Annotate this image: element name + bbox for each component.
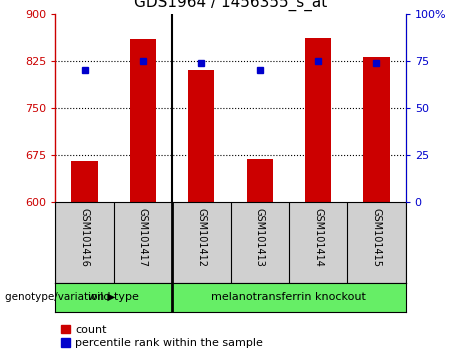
Text: GSM101415: GSM101415 bbox=[372, 208, 382, 267]
Bar bbox=[130, 39, 156, 202]
Legend: count, percentile rank within the sample: count, percentile rank within the sample bbox=[61, 325, 263, 348]
Text: genotype/variation ▶: genotype/variation ▶ bbox=[5, 292, 115, 302]
Bar bbox=[71, 161, 98, 202]
Bar bbox=[247, 159, 273, 202]
Text: GSM101413: GSM101413 bbox=[254, 208, 265, 267]
Text: GSM101416: GSM101416 bbox=[79, 208, 89, 267]
Text: GSM101414: GSM101414 bbox=[313, 208, 323, 267]
Text: GSM101412: GSM101412 bbox=[196, 208, 207, 267]
Text: melanotransferrin knockout: melanotransferrin knockout bbox=[212, 292, 366, 302]
Bar bbox=[188, 70, 214, 202]
Title: GDS1964 / 1456355_s_at: GDS1964 / 1456355_s_at bbox=[134, 0, 327, 11]
Text: wild type: wild type bbox=[88, 292, 139, 302]
Bar bbox=[305, 38, 331, 202]
Text: GSM101417: GSM101417 bbox=[138, 208, 148, 267]
Bar bbox=[363, 57, 390, 202]
